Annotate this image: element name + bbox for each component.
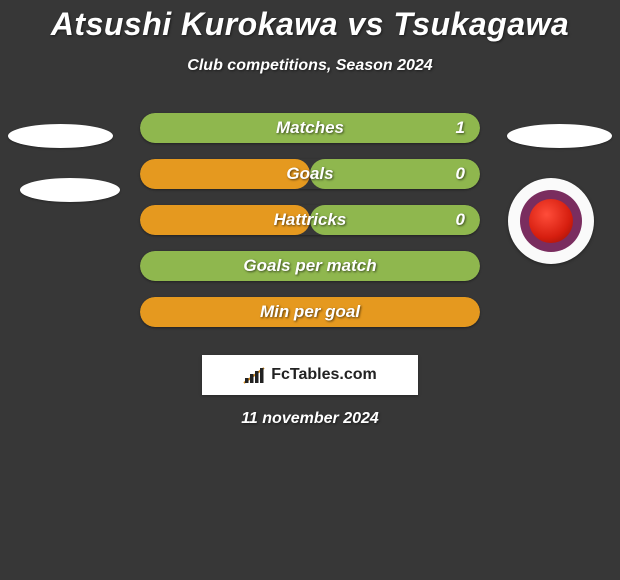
stat-row: Goals0 xyxy=(0,159,620,193)
stat-label: Matches xyxy=(140,113,480,143)
date-label: 11 november 2024 xyxy=(0,410,620,428)
stat-row: Goals per match xyxy=(0,251,620,285)
stat-right-value: 0 xyxy=(456,205,465,235)
page-subtitle: Club competitions, Season 2024 xyxy=(0,57,620,75)
stat-row: Min per goal xyxy=(0,297,620,331)
stat-right-value: 1 xyxy=(456,113,465,143)
stat-label: Hattricks xyxy=(140,205,480,235)
stat-bars-container: Matches1Goals0Hattricks0Goals per matchM… xyxy=(0,113,620,331)
branding-text: FcTables.com xyxy=(271,366,377,384)
stat-row: Hattricks0 xyxy=(0,205,620,239)
page-title: Atsushi Kurokawa vs Tsukagawa xyxy=(0,0,620,43)
stat-right-value: 0 xyxy=(456,159,465,189)
stat-label: Goals xyxy=(140,159,480,189)
stat-row: Matches1 xyxy=(0,113,620,147)
stat-label: Goals per match xyxy=(140,251,480,281)
stat-label: Min per goal xyxy=(140,297,480,327)
bar-chart-icon xyxy=(243,366,265,384)
branding-box: FcTables.com xyxy=(202,355,418,395)
